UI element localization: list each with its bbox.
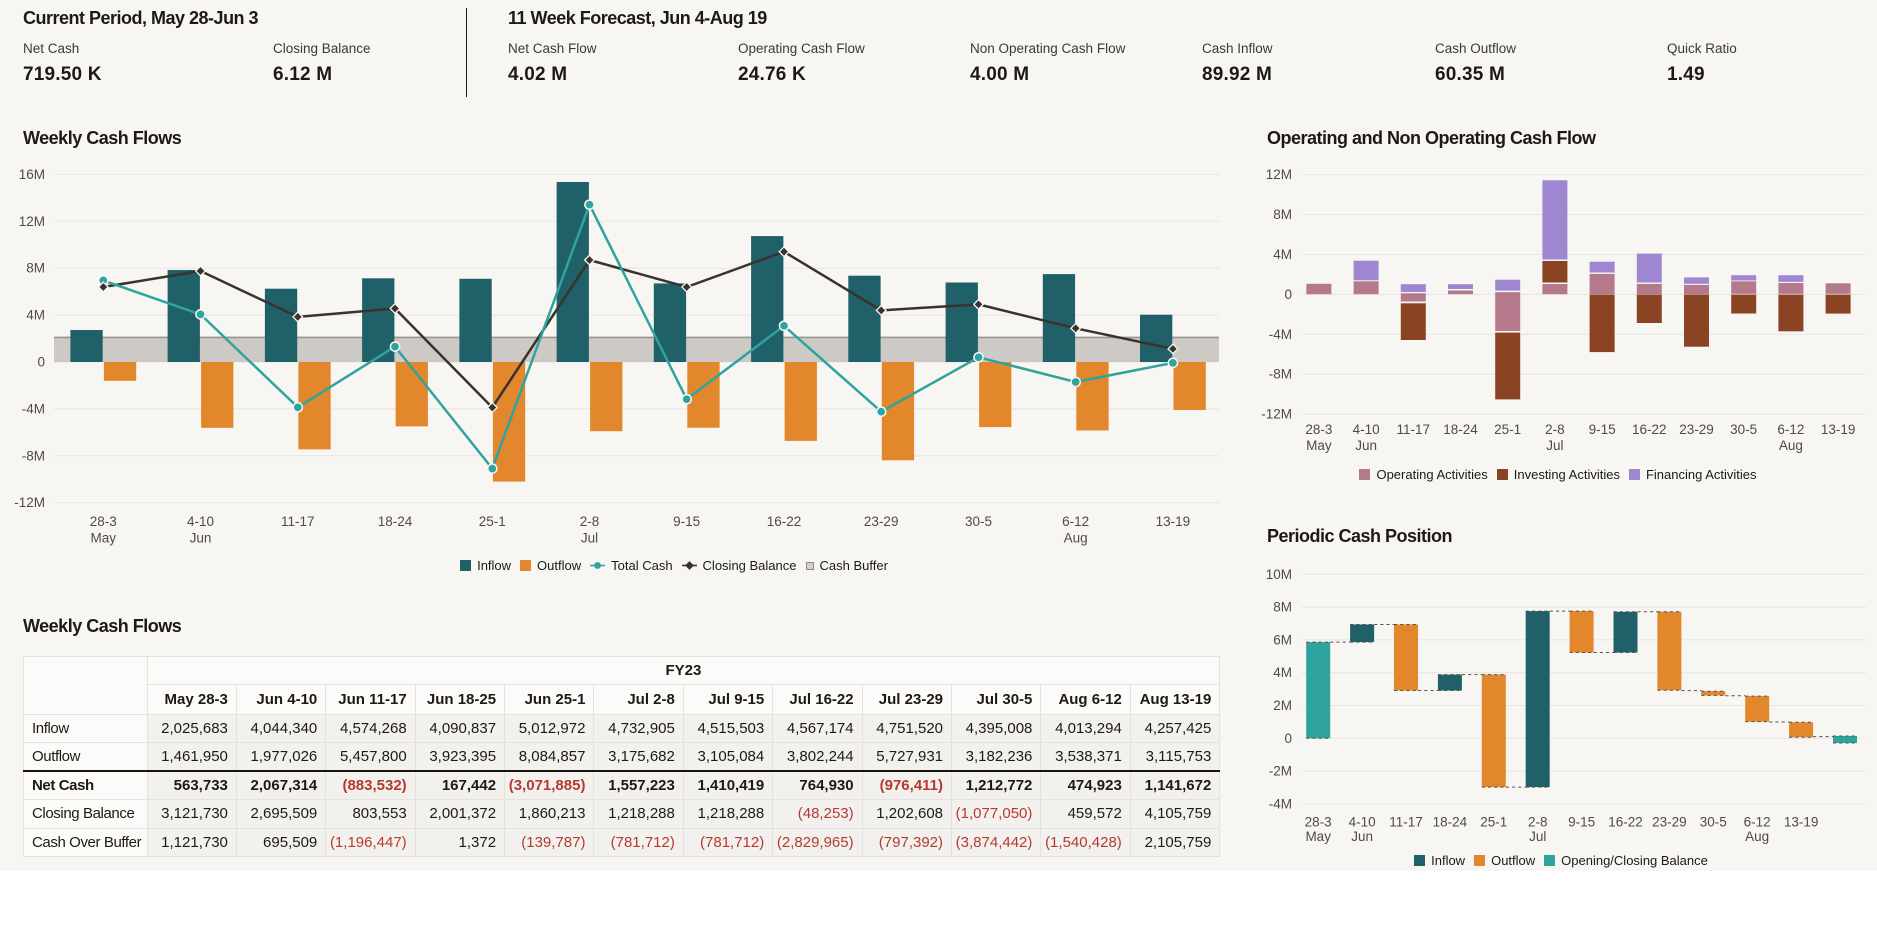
svg-text:Jul: Jul bbox=[1529, 829, 1546, 844]
svg-text:-8M: -8M bbox=[22, 448, 45, 463]
svg-text:Jun: Jun bbox=[190, 531, 212, 546]
svg-text:Jun: Jun bbox=[1351, 829, 1373, 844]
svg-text:16M: 16M bbox=[19, 167, 45, 182]
svg-text:8M: 8M bbox=[26, 261, 45, 276]
svg-text:12M: 12M bbox=[1266, 167, 1292, 182]
svg-text:4M: 4M bbox=[26, 308, 45, 323]
svg-text:0: 0 bbox=[1284, 287, 1292, 302]
svg-text:9-15: 9-15 bbox=[673, 514, 700, 529]
svg-text:18-24: 18-24 bbox=[1443, 422, 1478, 437]
svg-text:13-19: 13-19 bbox=[1784, 815, 1819, 830]
svg-text:Aug: Aug bbox=[1064, 531, 1088, 546]
svg-text:May: May bbox=[91, 531, 117, 546]
svg-text:May: May bbox=[1306, 438, 1332, 453]
svg-text:28-3: 28-3 bbox=[1305, 422, 1332, 437]
svg-text:25-1: 25-1 bbox=[1494, 422, 1521, 437]
svg-text:2-8: 2-8 bbox=[1545, 422, 1565, 437]
svg-text:2-8: 2-8 bbox=[580, 514, 600, 529]
svg-text:6-12: 6-12 bbox=[1777, 422, 1804, 437]
svg-text:28-3: 28-3 bbox=[1305, 815, 1332, 830]
svg-text:30-5: 30-5 bbox=[965, 514, 992, 529]
svg-text:13-19: 13-19 bbox=[1156, 514, 1191, 529]
svg-text:4-10: 4-10 bbox=[187, 514, 214, 529]
svg-text:11-17: 11-17 bbox=[1389, 815, 1423, 830]
svg-text:-2M: -2M bbox=[1269, 764, 1292, 779]
svg-text:-4M: -4M bbox=[22, 401, 45, 416]
svg-text:16-22: 16-22 bbox=[1608, 815, 1643, 830]
svg-text:30-5: 30-5 bbox=[1730, 422, 1757, 437]
svg-text:Aug: Aug bbox=[1745, 829, 1769, 844]
svg-text:25-1: 25-1 bbox=[479, 514, 506, 529]
svg-text:8M: 8M bbox=[1273, 207, 1292, 222]
svg-text:11-17: 11-17 bbox=[1397, 422, 1431, 437]
svg-text:0: 0 bbox=[1284, 731, 1292, 746]
svg-text:-12M: -12M bbox=[14, 495, 45, 510]
svg-text:12M: 12M bbox=[19, 214, 45, 229]
svg-text:2-8: 2-8 bbox=[1528, 815, 1548, 830]
svg-text:8M: 8M bbox=[1273, 600, 1292, 615]
svg-text:6-12: 6-12 bbox=[1062, 514, 1089, 529]
svg-text:6M: 6M bbox=[1273, 632, 1292, 647]
svg-text:6-12: 6-12 bbox=[1744, 815, 1771, 830]
svg-text:23-29: 23-29 bbox=[1652, 815, 1687, 830]
svg-text:-12M: -12M bbox=[1261, 407, 1292, 422]
svg-text:13-19: 13-19 bbox=[1821, 422, 1856, 437]
svg-text:Aug: Aug bbox=[1779, 438, 1803, 453]
svg-text:18-24: 18-24 bbox=[1433, 815, 1468, 830]
svg-text:9-15: 9-15 bbox=[1589, 422, 1616, 437]
svg-text:11-17: 11-17 bbox=[281, 514, 315, 529]
svg-text:-4M: -4M bbox=[1269, 796, 1292, 811]
svg-text:30-5: 30-5 bbox=[1700, 815, 1727, 830]
svg-text:4-10: 4-10 bbox=[1353, 422, 1380, 437]
svg-text:Jul: Jul bbox=[1546, 438, 1563, 453]
svg-text:4M: 4M bbox=[1273, 665, 1292, 680]
svg-text:16-22: 16-22 bbox=[767, 514, 802, 529]
svg-text:May: May bbox=[1305, 829, 1331, 844]
svg-text:23-29: 23-29 bbox=[864, 514, 899, 529]
svg-text:18-24: 18-24 bbox=[378, 514, 413, 529]
svg-text:4M: 4M bbox=[1273, 247, 1292, 262]
svg-text:16-22: 16-22 bbox=[1632, 422, 1667, 437]
svg-text:2M: 2M bbox=[1273, 698, 1292, 713]
svg-text:4-10: 4-10 bbox=[1349, 815, 1376, 830]
svg-text:10M: 10M bbox=[1266, 567, 1292, 582]
svg-text:23-29: 23-29 bbox=[1679, 422, 1714, 437]
svg-text:28-3: 28-3 bbox=[90, 514, 117, 529]
svg-text:Jul: Jul bbox=[581, 531, 598, 546]
svg-text:Jun: Jun bbox=[1355, 438, 1377, 453]
svg-text:9-15: 9-15 bbox=[1568, 815, 1595, 830]
svg-text:25-1: 25-1 bbox=[1480, 815, 1507, 830]
svg-text:0: 0 bbox=[37, 355, 45, 370]
svg-text:-4M: -4M bbox=[1269, 327, 1292, 342]
svg-text:-8M: -8M bbox=[1269, 367, 1292, 382]
